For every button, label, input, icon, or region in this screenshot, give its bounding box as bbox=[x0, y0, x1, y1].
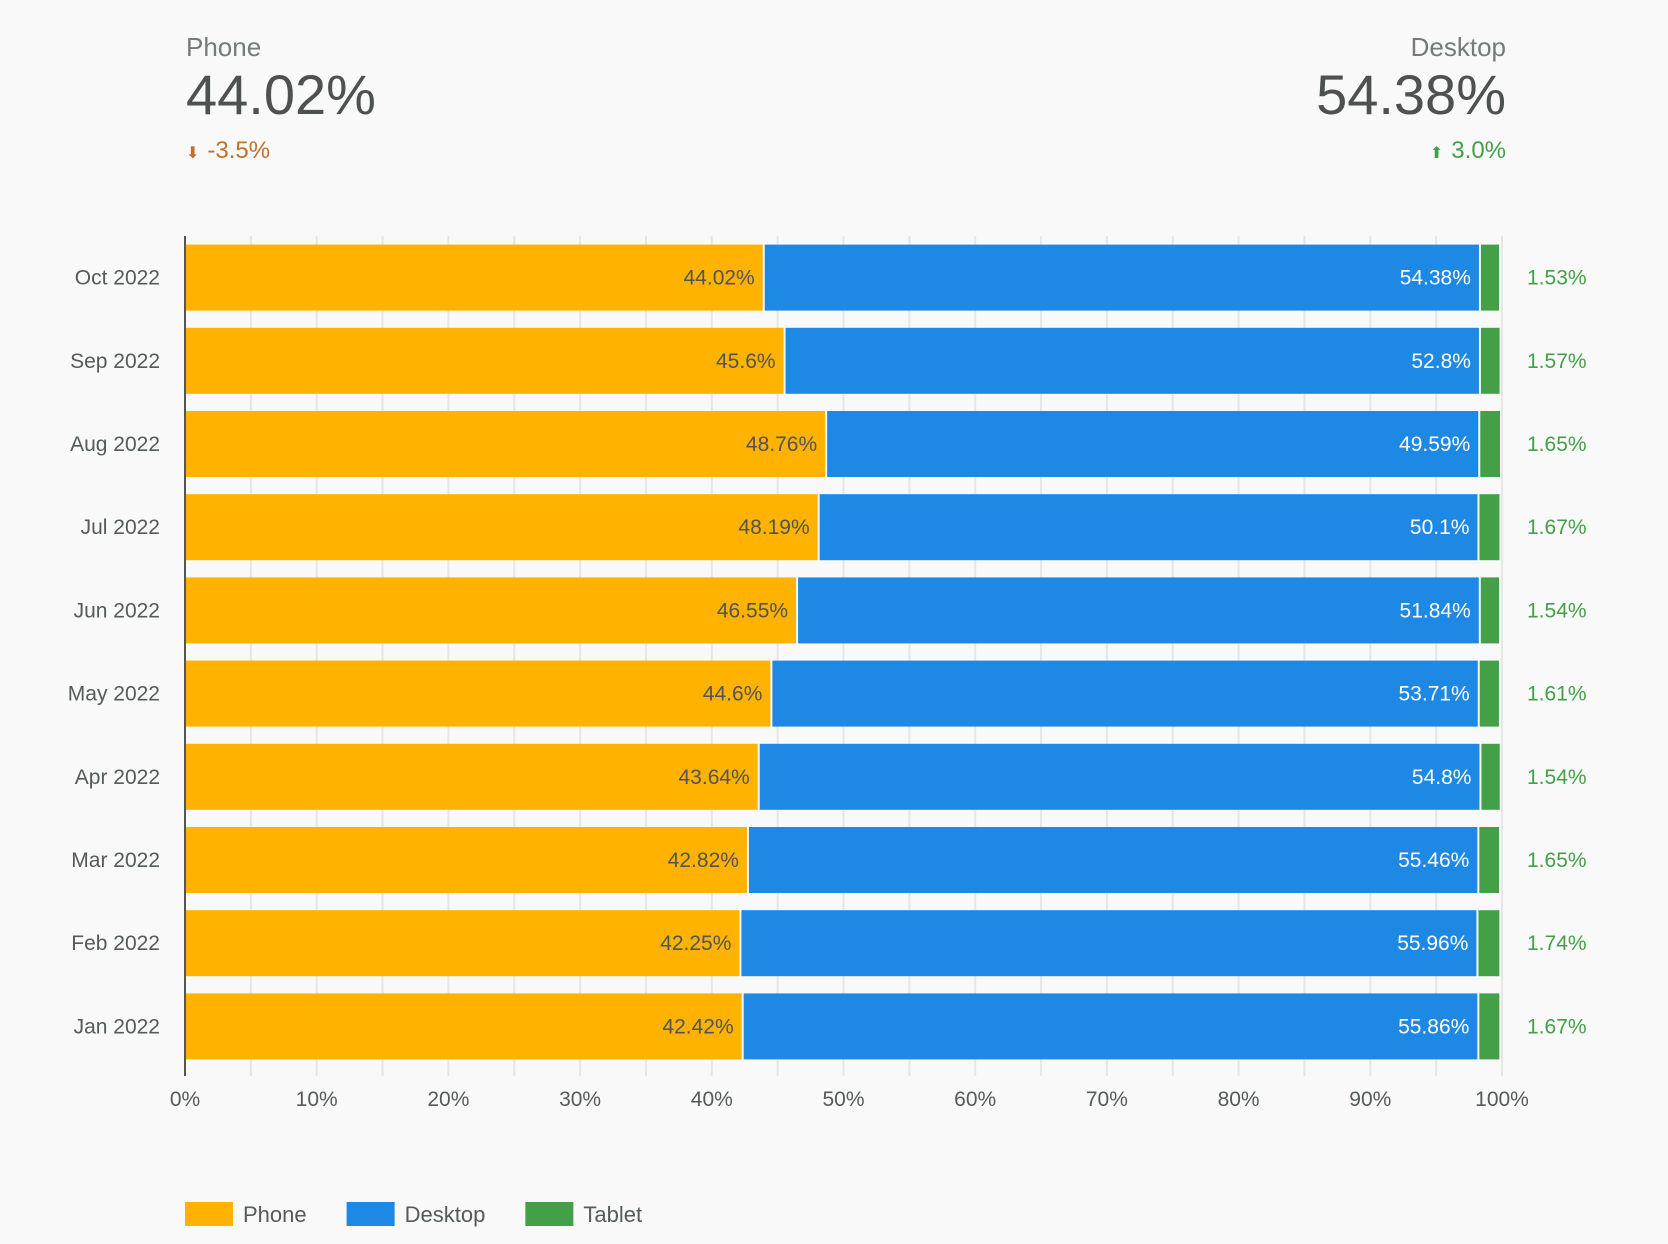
bar-tablet bbox=[1479, 660, 1499, 727]
bar-tablet bbox=[1480, 244, 1500, 311]
bar-phone bbox=[185, 494, 818, 561]
bar-tablet bbox=[1481, 743, 1500, 810]
bar-desktop bbox=[748, 827, 1478, 893]
category-label: Aug 2022 bbox=[70, 433, 160, 456]
kpi-delta: ⬇ -3.5% bbox=[186, 137, 271, 164]
bar-tablet bbox=[1478, 910, 1500, 977]
bar-phone bbox=[185, 327, 784, 394]
bar-phone bbox=[185, 993, 742, 1060]
bar-phone bbox=[185, 577, 797, 644]
data-label: 50.1% bbox=[1410, 516, 1470, 539]
data-label: 1.57% bbox=[1527, 350, 1587, 373]
data-label: 1.54% bbox=[1527, 766, 1587, 789]
data-label: 43.64% bbox=[679, 766, 750, 789]
data-label: 54.8% bbox=[1412, 766, 1472, 789]
bar-tablet bbox=[1479, 993, 1500, 1060]
legend-label: Phone bbox=[243, 1202, 307, 1227]
bar-desktop bbox=[741, 910, 1477, 977]
bar-desktop bbox=[785, 327, 1479, 394]
data-label: 52.8% bbox=[1411, 350, 1471, 373]
category-label: Apr 2022 bbox=[75, 766, 160, 789]
category-label: Sep 2022 bbox=[70, 350, 160, 373]
bar-desktop bbox=[819, 494, 1478, 561]
bar-tablet bbox=[1479, 494, 1500, 561]
legend-swatch-desktop bbox=[346, 1202, 395, 1226]
x-tick-label: 20% bbox=[427, 1088, 469, 1111]
data-label: 48.19% bbox=[738, 516, 809, 539]
data-label: 42.25% bbox=[660, 932, 731, 955]
data-label: 49.59% bbox=[1399, 433, 1470, 456]
kpi-delta: ⬆ 3.0% bbox=[1429, 137, 1506, 164]
bar-desktop bbox=[772, 660, 1478, 727]
bar-phone bbox=[185, 910, 740, 977]
data-label: 1.65% bbox=[1527, 433, 1587, 456]
data-label: 44.02% bbox=[684, 267, 755, 290]
legend-label: Tablet bbox=[583, 1202, 642, 1227]
bar-tablet bbox=[1480, 577, 1500, 644]
kpi-label: Phone bbox=[186, 32, 262, 62]
x-tick-label: 50% bbox=[822, 1088, 864, 1111]
bar-phone bbox=[185, 827, 747, 893]
x-tick-label: 10% bbox=[296, 1088, 338, 1111]
x-tick-label: 40% bbox=[691, 1088, 733, 1111]
bar-tablet bbox=[1480, 327, 1500, 394]
data-label: 55.46% bbox=[1398, 849, 1469, 872]
bar-desktop bbox=[743, 993, 1478, 1060]
category-label: May 2022 bbox=[68, 683, 160, 706]
category-label: Mar 2022 bbox=[71, 849, 160, 872]
bar-tablet bbox=[1479, 827, 1500, 893]
kpi-value: 44.02% bbox=[186, 63, 376, 126]
bar-desktop bbox=[827, 411, 1479, 477]
bar-phone bbox=[185, 244, 763, 311]
x-tick-label: 80% bbox=[1218, 1088, 1260, 1111]
x-tick-label: 0% bbox=[170, 1088, 200, 1111]
kpi-label: Desktop bbox=[1410, 32, 1506, 62]
bar-phone bbox=[185, 411, 826, 477]
legend-label: Desktop bbox=[405, 1202, 486, 1227]
bar-desktop bbox=[764, 244, 1479, 311]
x-tick-label: 90% bbox=[1349, 1088, 1391, 1111]
data-label: 1.53% bbox=[1527, 267, 1587, 290]
x-tick-label: 70% bbox=[1086, 1088, 1128, 1111]
data-label: 55.86% bbox=[1398, 1015, 1469, 1038]
arrow-up-icon: ⬆ bbox=[1429, 145, 1444, 162]
category-label: Jul 2022 bbox=[81, 516, 160, 539]
desktop-kpi: Desktop 54.38% ⬆ 3.0% bbox=[1316, 32, 1506, 165]
bar-phone bbox=[185, 743, 758, 810]
legend-swatch-phone bbox=[185, 1202, 233, 1226]
bar-desktop bbox=[759, 743, 1480, 810]
bar-phone bbox=[185, 660, 771, 727]
data-label: 1.65% bbox=[1527, 849, 1587, 872]
category-label: Oct 2022 bbox=[75, 267, 160, 290]
data-label: 48.76% bbox=[746, 433, 817, 456]
bar-tablet bbox=[1480, 411, 1500, 477]
bar-desktop bbox=[798, 577, 1479, 644]
x-tick-label: 60% bbox=[954, 1088, 996, 1111]
category-label: Jun 2022 bbox=[74, 599, 160, 622]
data-label: 1.61% bbox=[1527, 683, 1587, 706]
data-label: 46.55% bbox=[717, 599, 788, 622]
data-label: 51.84% bbox=[1400, 599, 1471, 622]
arrow-down-icon: ⬇ bbox=[186, 145, 200, 162]
category-label: Jan 2022 bbox=[74, 1015, 160, 1038]
data-label: 1.74% bbox=[1527, 932, 1587, 955]
data-label: 54.38% bbox=[1400, 267, 1471, 290]
phone-kpi: Phone 44.02% ⬇ -3.5% bbox=[186, 32, 376, 165]
data-label: 44.6% bbox=[703, 683, 763, 706]
data-label: 53.71% bbox=[1399, 683, 1470, 706]
data-label: 42.82% bbox=[668, 849, 739, 872]
legend-swatch-tablet bbox=[525, 1202, 574, 1226]
data-label: 1.67% bbox=[1527, 516, 1587, 539]
kpi-value: 54.38% bbox=[1316, 63, 1506, 126]
data-label: 55.96% bbox=[1397, 932, 1468, 955]
category-label: Feb 2022 bbox=[71, 932, 160, 955]
x-tick-label: 30% bbox=[559, 1088, 601, 1111]
data-label: 1.67% bbox=[1527, 1015, 1587, 1038]
data-label: 1.54% bbox=[1527, 599, 1587, 622]
data-label: 42.42% bbox=[662, 1015, 733, 1038]
data-label: 45.6% bbox=[716, 350, 776, 373]
x-tick-label: 100% bbox=[1475, 1088, 1529, 1111]
